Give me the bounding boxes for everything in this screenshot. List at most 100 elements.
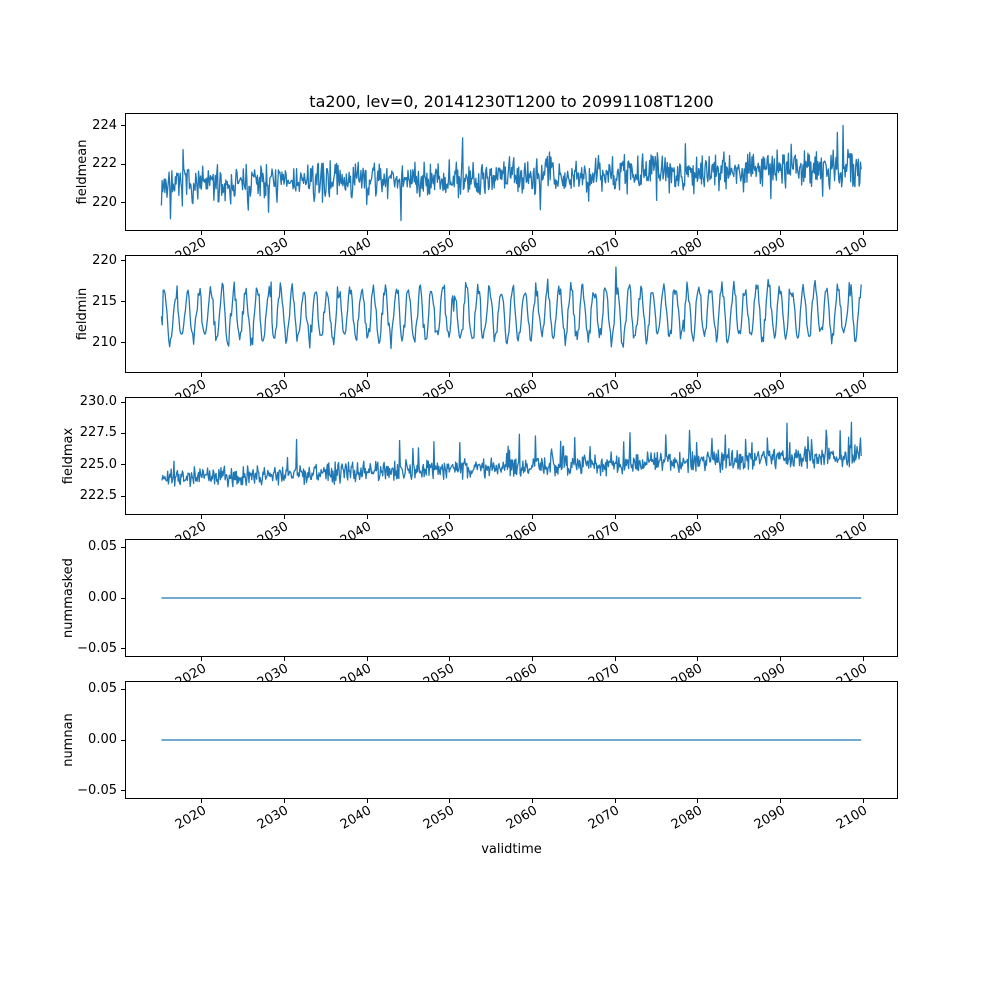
x-tick-mark — [284, 515, 286, 519]
y-axis-label-numnan: numnan — [60, 713, 76, 767]
x-tick-mark — [614, 799, 616, 803]
x-tick-label: 2050 — [420, 803, 457, 833]
y-tick-mark — [121, 260, 125, 262]
x-tick-mark — [449, 799, 451, 803]
line-plot-numnan — [161, 739, 862, 741]
x-tick-mark — [366, 373, 368, 377]
axes-fieldmax — [125, 397, 898, 515]
y-tick-label: 220 — [92, 194, 117, 210]
y-tick-label: 225.0 — [79, 456, 117, 472]
series-line-fieldmin — [160, 266, 862, 350]
x-tick-mark — [697, 657, 699, 661]
y-tick-mark — [121, 597, 125, 599]
x-tick-mark — [780, 231, 782, 235]
line-plot-nummasked — [161, 597, 862, 599]
x-tick-mark — [201, 799, 203, 803]
y-tick-mark — [121, 301, 125, 303]
series-line-fieldmax — [161, 421, 862, 488]
y-tick-label: 0.05 — [88, 681, 117, 697]
line-plot-fieldmin — [160, 266, 862, 350]
x-tick-label: 2100 — [834, 803, 871, 833]
y-tick-mark — [121, 202, 125, 204]
x-tick-mark — [862, 515, 864, 519]
x-tick-mark — [862, 799, 864, 803]
y-axis-label-nummasked: nummasked — [60, 558, 76, 638]
y-tick-label: 220 — [92, 252, 117, 268]
x-tick-mark — [614, 231, 616, 235]
x-tick-mark — [532, 657, 534, 661]
y-tick-label: 222.5 — [79, 488, 117, 504]
x-tick-mark — [614, 657, 616, 661]
x-tick-label: 2090 — [751, 803, 788, 833]
axes-fieldmean — [125, 113, 898, 231]
y-tick-mark — [121, 688, 125, 690]
x-tick-label: 2070 — [586, 803, 623, 833]
y-tick-mark — [121, 546, 125, 548]
y-tick-label: 215 — [92, 293, 117, 309]
x-tick-mark — [449, 657, 451, 661]
x-tick-mark — [780, 515, 782, 519]
y-tick-mark — [121, 790, 125, 792]
line-plot-fieldmean — [160, 124, 862, 222]
x-tick-mark — [201, 657, 203, 661]
x-tick-mark — [366, 515, 368, 519]
x-tick-mark — [862, 657, 864, 661]
chart-title: ta200, lev=0, 20141230T1200 to 20991108T… — [309, 92, 714, 111]
x-tick-mark — [449, 231, 451, 235]
x-tick-mark — [449, 515, 451, 519]
y-tick-label: 224 — [92, 117, 117, 133]
y-tick-label: −0.05 — [77, 640, 117, 656]
x-tick-label: 2060 — [503, 803, 540, 833]
y-tick-mark — [121, 495, 125, 497]
x-tick-mark — [697, 515, 699, 519]
line-plot-fieldmax — [161, 421, 862, 488]
x-tick-mark — [862, 373, 864, 377]
y-tick-label: 0.05 — [88, 539, 117, 555]
x-tick-mark — [780, 799, 782, 803]
x-tick-mark — [697, 799, 699, 803]
axes-numnan — [125, 681, 898, 799]
x-tick-mark — [532, 515, 534, 519]
x-tick-mark — [614, 515, 616, 519]
y-tick-mark — [121, 163, 125, 165]
x-tick-mark — [201, 373, 203, 377]
x-tick-label: 2080 — [668, 803, 705, 833]
x-tick-mark — [532, 231, 534, 235]
x-axis-label: validtime — [481, 842, 542, 857]
y-tick-label: 227.5 — [79, 425, 117, 441]
x-tick-mark — [366, 799, 368, 803]
x-tick-mark — [532, 373, 534, 377]
x-tick-mark — [366, 231, 368, 235]
y-tick-mark — [121, 648, 125, 650]
y-tick-label: 0.00 — [88, 590, 117, 605]
series-line-fieldmean — [160, 124, 862, 222]
x-tick-mark — [697, 231, 699, 235]
x-tick-mark — [780, 373, 782, 377]
y-tick-label: 0.00 — [88, 732, 117, 747]
y-tick-label: −0.05 — [77, 782, 117, 798]
x-tick-mark — [284, 231, 286, 235]
y-tick-mark — [121, 342, 125, 344]
axes-nummasked — [125, 539, 898, 657]
y-tick-mark — [121, 125, 125, 127]
y-axis-label-fieldmax: fieldmax — [60, 427, 76, 485]
x-tick-mark — [201, 515, 203, 519]
y-tick-mark — [121, 464, 125, 466]
x-tick-mark — [532, 799, 534, 803]
x-tick-mark — [284, 799, 286, 803]
x-tick-label: 2030 — [255, 803, 292, 833]
x-tick-label: 2040 — [338, 803, 375, 833]
x-tick-mark — [201, 231, 203, 235]
x-tick-mark — [449, 373, 451, 377]
y-tick-label: 230.0 — [79, 394, 117, 410]
x-tick-mark — [780, 657, 782, 661]
x-tick-mark — [284, 373, 286, 377]
y-tick-mark — [121, 401, 125, 403]
x-tick-mark — [366, 657, 368, 661]
y-tick-label: 222 — [92, 156, 117, 172]
x-tick-mark — [614, 373, 616, 377]
y-tick-mark — [121, 739, 125, 741]
x-tick-mark — [862, 231, 864, 235]
y-axis-label-fieldmean: fieldmean — [75, 139, 91, 205]
